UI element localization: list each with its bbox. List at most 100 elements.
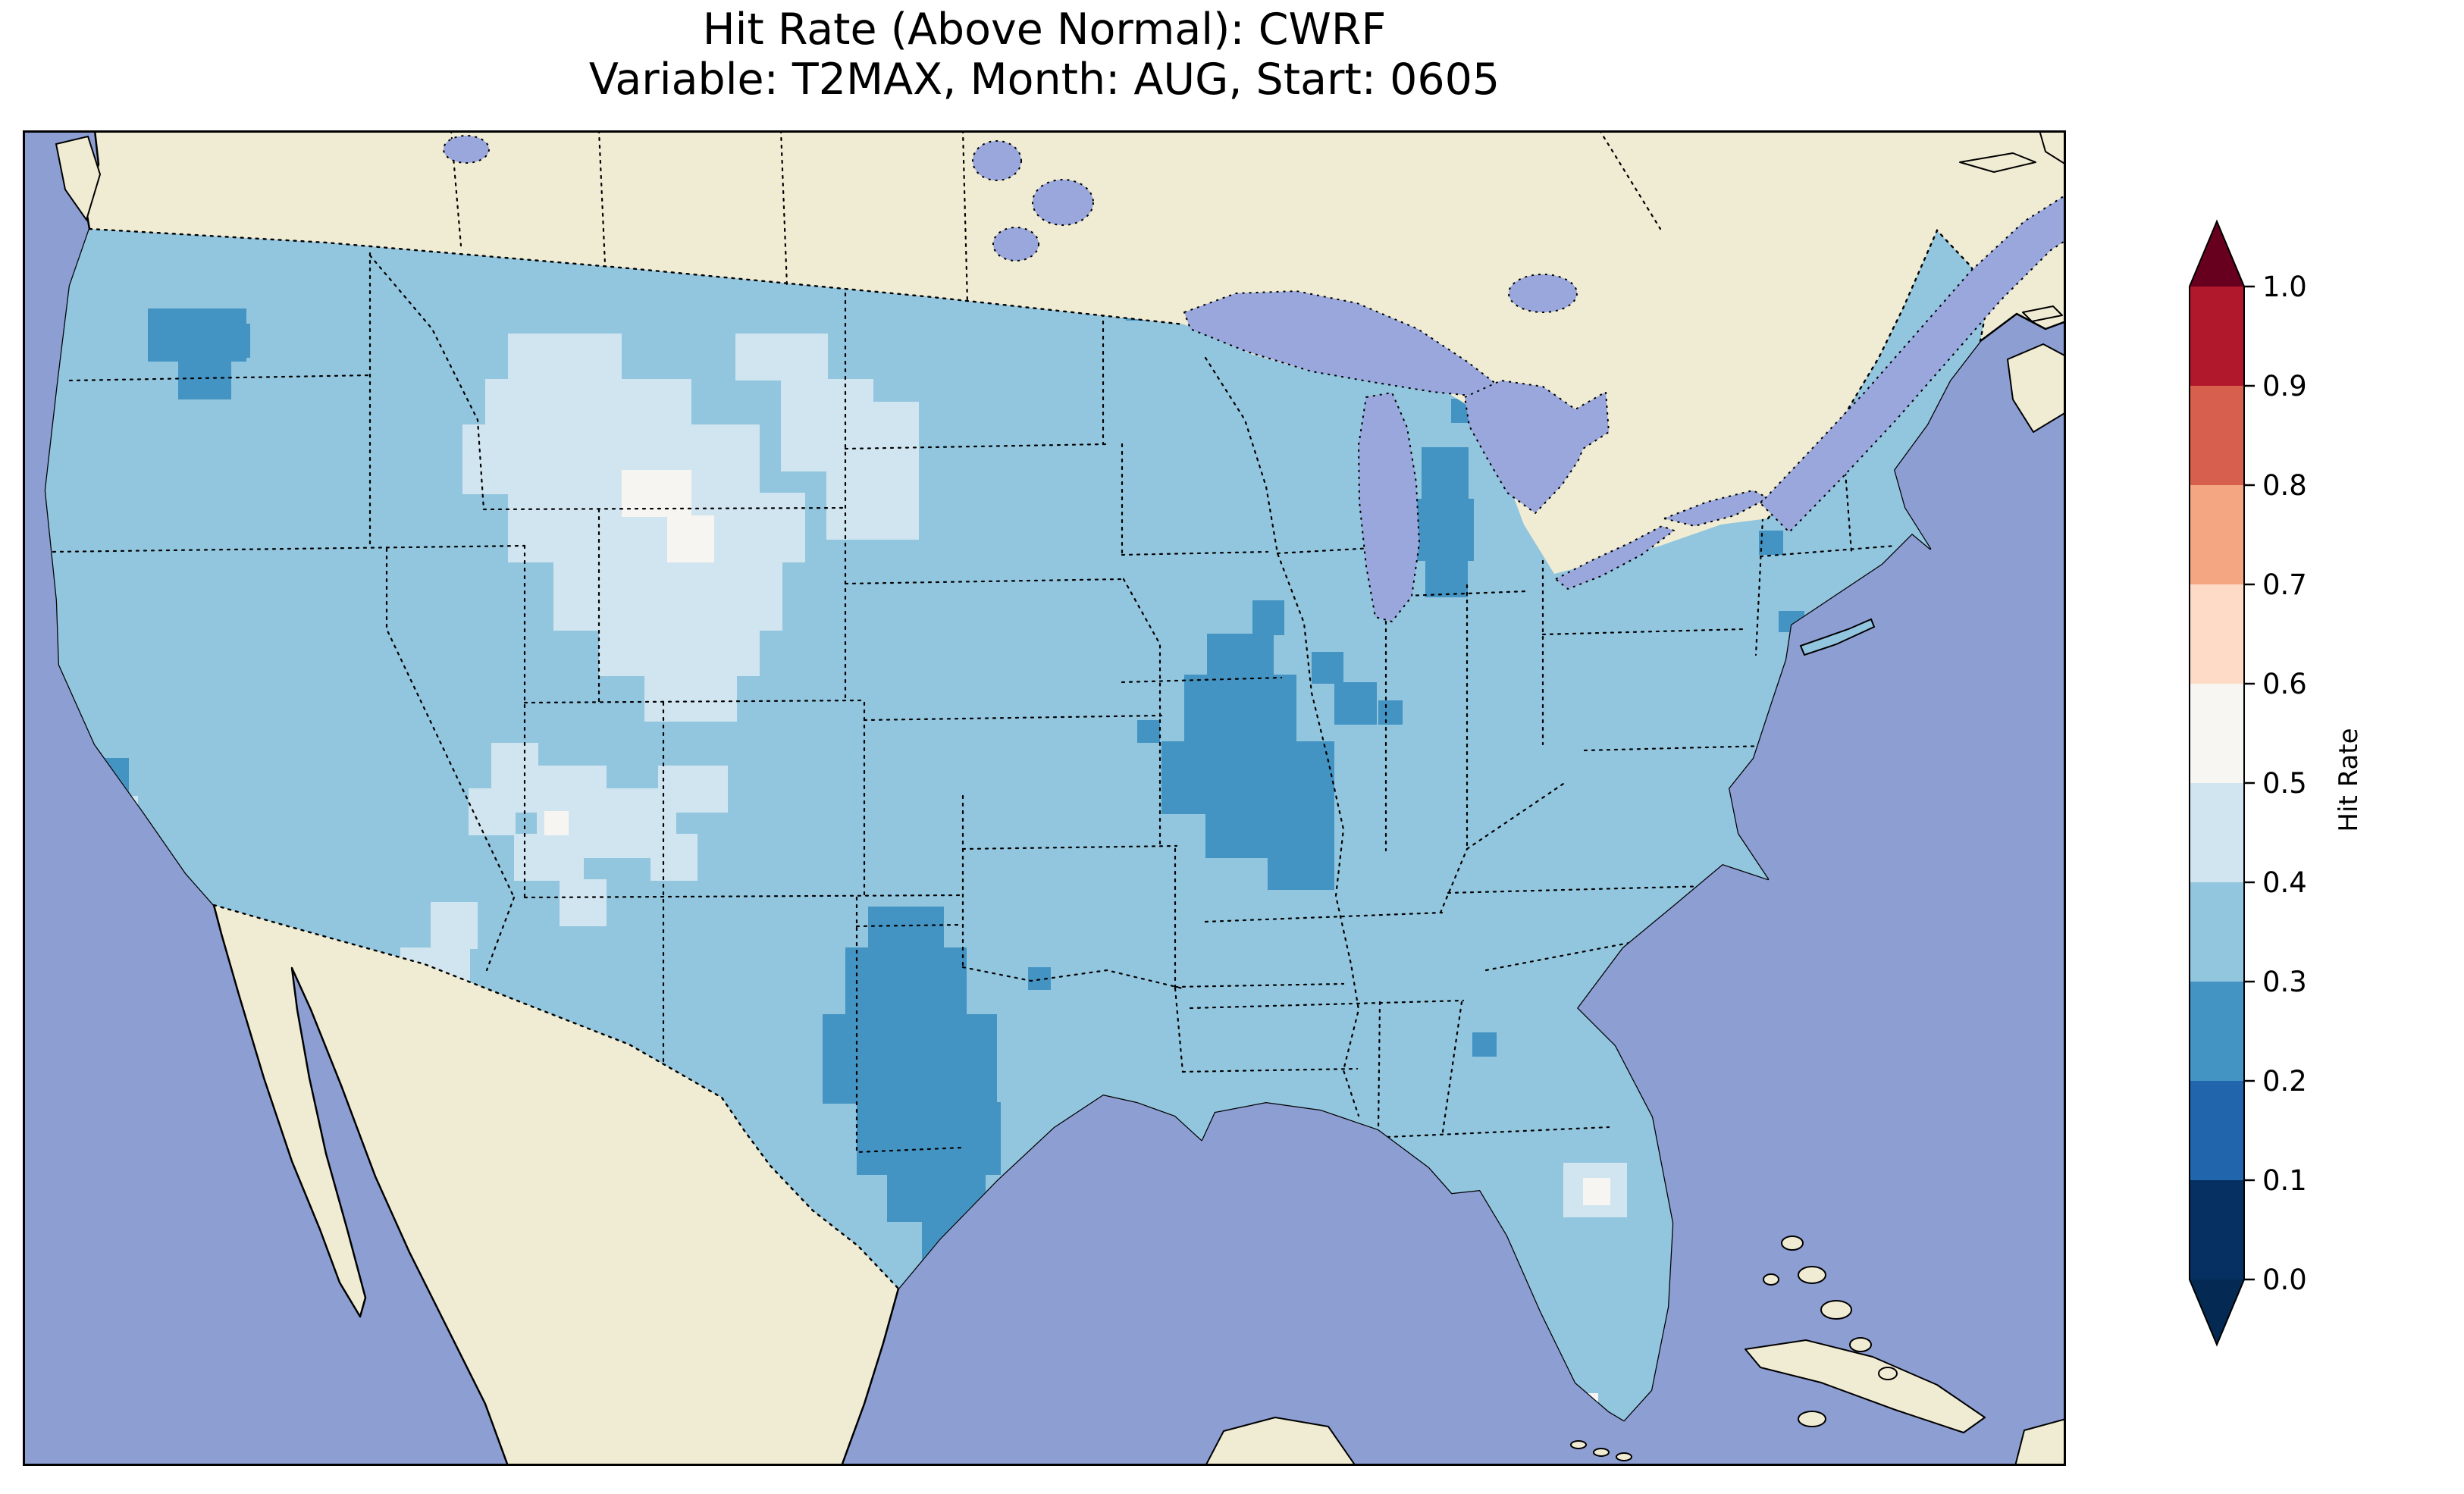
hit-rate-cell-0.2-0.3 xyxy=(1312,652,1343,684)
great-lakes xyxy=(443,135,2066,622)
colorbar-bin-0.8–0.9 xyxy=(2190,386,2244,485)
hit-rate-cell-0.2-0.3 xyxy=(845,947,967,1016)
hit-rate-cell-0.2-0.3 xyxy=(1161,741,1334,814)
hit-rate-cell-0.4-0.5 xyxy=(658,766,728,813)
hit-rate-cell-0.4-0.5 xyxy=(599,629,760,676)
hit-rate-cell-0.2-0.3 xyxy=(1472,1032,1497,1057)
hit-rate-cell-0.4-0.5 xyxy=(514,834,584,881)
colorbar-bin-0.7–0.8 xyxy=(2190,485,2244,584)
lake-superior xyxy=(1183,290,1500,398)
hit-rate-cell-0.4-0.5 xyxy=(872,402,919,494)
vancouver-island xyxy=(55,135,102,222)
hit-rate-cell-0.2-0.3 xyxy=(1425,559,1468,597)
lake-michigan xyxy=(1358,392,1420,622)
canada-province-borders xyxy=(450,130,1662,305)
nova-scotia xyxy=(2007,343,2066,433)
hit-rate-cell-0.4-0.5 xyxy=(462,424,760,494)
hit-rate-cell-0.2-0.3 xyxy=(857,1102,1001,1175)
hit-rate-field-patches xyxy=(70,274,1873,1416)
colorbar-bin-0.3–0.4 xyxy=(2190,882,2244,982)
us-mexico-border xyxy=(212,904,900,1290)
prince-edward-island xyxy=(2022,305,2063,322)
title-line-2: Variable: T2MAX, Month: AUG, Start: 0605 xyxy=(588,55,1500,105)
hit-rate-cell-0.2-0.3 xyxy=(1207,634,1274,676)
colorbar-tick-label: 1.0 xyxy=(2262,271,2307,303)
hit-rate-cell-0.4-0.5 xyxy=(781,379,873,471)
hit-rate-cell-0.2-0.3 xyxy=(1268,857,1334,890)
colorbar-tick-label: 0.8 xyxy=(2262,469,2307,502)
colorbar-tick-label: 0.4 xyxy=(2262,866,2307,899)
lake-winnipeg xyxy=(972,140,1022,181)
florida-keys xyxy=(1593,1448,1610,1457)
bahamas-island xyxy=(1763,1273,1779,1286)
colorbar-tick-label: 0.0 xyxy=(2262,1264,2307,1296)
colorbar-bin-0.9–1.0 xyxy=(2190,287,2244,386)
hit-rate-cell-0.2-0.3 xyxy=(208,324,250,358)
canadian-lake-west xyxy=(443,135,490,164)
colorbar: 1.0 0.9 0.8 0.7 0.6 0.5 0.4 0.3 0.2 0.1 0.0 xyxy=(2187,218,2414,1355)
hit-rate-cell-0.2-0.3 xyxy=(1205,813,1334,858)
long-island xyxy=(1799,618,1876,656)
title-line-1: Hit Rate (Above Normal): CWRF xyxy=(702,5,1387,55)
bahamas-island xyxy=(1849,1337,1872,1352)
colorbar-label: Hit Rate xyxy=(2334,728,2364,832)
hit-rate-cell-0.4-0.5 xyxy=(508,334,622,381)
florida-keys xyxy=(1570,1440,1587,1449)
lake-nipigon xyxy=(1508,274,1578,313)
map-panel xyxy=(23,130,2066,1466)
lake-huron xyxy=(1464,380,1610,514)
lake-of-the-woods xyxy=(992,227,1039,262)
figure-title: Hit Rate (Above Normal): CWRF Variable: … xyxy=(23,5,2066,105)
atlantic-canada-islands xyxy=(1959,130,2066,433)
colorbar-tick-label: 0.6 xyxy=(2262,668,2307,700)
hit-rate-cell-0.2-0.3 xyxy=(1422,447,1469,500)
colorbar-bin-0.2–0.3 xyxy=(2190,982,2244,1081)
lake-erie xyxy=(1555,525,1675,590)
colorbar-tick-label: 0.2 xyxy=(2262,1065,2307,1098)
colorbar-bin-0.5–0.6 xyxy=(2190,684,2244,783)
hit-rate-cell-0.5-0.6 xyxy=(622,470,691,517)
colorbar-bin-0.0–0.1 xyxy=(2190,1180,2244,1279)
colorbar-tick-label: 0.7 xyxy=(2262,568,2307,601)
bahamas-island xyxy=(1781,1236,1804,1251)
florida-keys xyxy=(1616,1452,1632,1461)
anticosti-island xyxy=(1959,152,2036,173)
hit-rate-cell-0.2-0.3 xyxy=(1415,499,1474,561)
colorbar-over-arrow xyxy=(2190,221,2244,287)
hit-rate-cell-0.2-0.3 xyxy=(823,1014,997,1104)
hispaniola-corner xyxy=(2014,1418,2066,1466)
colorbar-tick-label: 0.3 xyxy=(2262,966,2307,998)
colorbar-under-arrow xyxy=(2190,1279,2244,1345)
hit-rate-cell-0.2-0.3 xyxy=(868,907,944,949)
hit-rate-cell-0.2-0.3 xyxy=(1252,600,1284,635)
hit-rate-cell-0.4-0.5 xyxy=(485,379,691,426)
bahamas-island xyxy=(1820,1300,1852,1320)
newfoundland-corner xyxy=(2039,130,2066,165)
caribbean-islands xyxy=(1205,1236,2066,1466)
hit-rate-cell-0.2-0.3 xyxy=(1184,675,1296,743)
cuba xyxy=(1745,1339,1986,1433)
hit-rate-cell-0.4-0.5 xyxy=(560,879,607,926)
isle-of-youth xyxy=(1798,1411,1826,1427)
hit-rate-cell-0.4-0.5 xyxy=(735,334,828,381)
colorbar-bin-0.1–0.2 xyxy=(2190,1081,2244,1180)
hit-rate-cell-0.5-0.6 xyxy=(1583,1178,1610,1205)
hit-rate-cell-0.5-0.6 xyxy=(544,811,569,835)
hit-rate-cell-0.2-0.3 xyxy=(1137,720,1160,743)
colorbar-tick-label: 0.1 xyxy=(2262,1164,2307,1197)
colorbar-tick-label: 0.5 xyxy=(2262,767,2307,800)
hit-rate-cell-0.4-0.5 xyxy=(469,788,516,835)
lake-manitoba xyxy=(1032,179,1094,226)
colorbar-tick-label: 0.9 xyxy=(2262,370,2307,402)
us-canada-border xyxy=(88,227,1186,326)
hit-rate-cell-0.4-0.5 xyxy=(553,561,782,631)
bahamas-island xyxy=(1878,1367,1898,1380)
yucatan xyxy=(1205,1417,1356,1466)
map-frame xyxy=(23,130,2066,1466)
hit-rate-cell-0.4-0.5 xyxy=(644,675,737,722)
bahamas-island xyxy=(1798,1266,1826,1284)
hit-rate-cell-0.4-0.5 xyxy=(431,902,478,949)
colorbar-bin-0.4–0.5 xyxy=(2190,783,2244,882)
hit-rate-cell-0.2-0.3 xyxy=(1378,700,1403,725)
